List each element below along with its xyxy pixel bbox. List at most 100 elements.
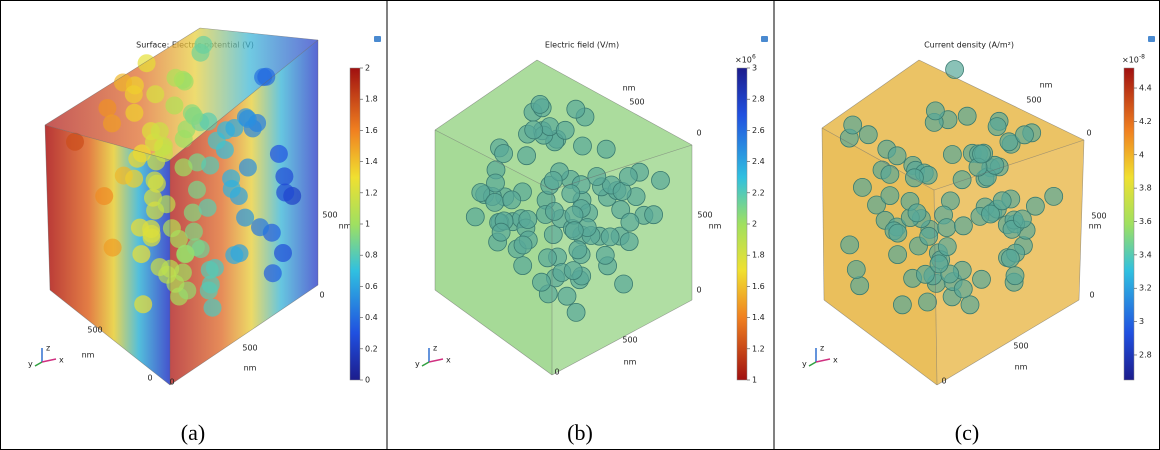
axis-label: nm — [624, 358, 637, 367]
colorbar-tick-label: 3.6 — [1139, 217, 1152, 226]
triad-label: y — [802, 360, 807, 369]
particle — [880, 164, 900, 184]
colorbar-tick-label: 2.2 — [752, 188, 765, 197]
particle — [563, 261, 583, 281]
particle — [203, 298, 222, 317]
axis-label: 500 — [322, 211, 337, 220]
cube-edge — [933, 139, 1085, 191]
particle — [566, 99, 586, 119]
particle — [858, 125, 878, 145]
particle — [257, 67, 276, 86]
particle — [618, 167, 638, 186]
particle — [960, 295, 980, 315]
particle — [517, 146, 537, 166]
particle — [573, 136, 592, 156]
axis-label: 0 — [554, 368, 559, 377]
axis-label: 500 — [1091, 212, 1106, 221]
particle — [176, 244, 195, 263]
triad-axis — [428, 358, 444, 363]
axis-label: nm — [709, 222, 722, 231]
triad-label: x — [59, 356, 64, 365]
panel-caption: (b) — [567, 420, 593, 445]
panel: Electric field (V/m) nm 500 0 500 nm 0 500 nm 0 z y… — [415, 36, 768, 445]
triad-axis — [421, 361, 430, 367]
particle — [465, 207, 485, 227]
cube-edge — [434, 289, 553, 376]
particle — [540, 117, 560, 136]
particle — [600, 227, 620, 247]
particle — [564, 221, 584, 241]
cube-edge — [434, 129, 553, 191]
axis-label: 0 — [319, 291, 324, 300]
particle — [524, 120, 544, 140]
particle — [485, 192, 505, 212]
particle — [568, 240, 588, 260]
particle — [532, 272, 551, 292]
particle — [125, 103, 144, 122]
particle — [619, 232, 639, 252]
particle — [184, 222, 203, 241]
particle — [144, 188, 162, 207]
particle — [888, 223, 908, 243]
particle — [486, 173, 505, 193]
particle — [544, 201, 564, 221]
particle — [644, 205, 664, 225]
particle — [919, 226, 939, 246]
axis-label: nm — [1089, 222, 1102, 231]
particle — [251, 218, 269, 237]
colorbar-tick-label: 1.4 — [365, 157, 378, 166]
particle — [1015, 125, 1034, 145]
axis-label: nm — [82, 351, 95, 360]
particle — [471, 183, 491, 202]
cube-edge — [536, 59, 693, 146]
cube-edge — [823, 299, 938, 386]
particle — [907, 203, 927, 223]
axis-label: 500 — [697, 211, 712, 220]
particle — [502, 190, 522, 210]
particle — [66, 132, 84, 151]
particle — [1012, 209, 1032, 229]
particle — [904, 168, 924, 188]
particle — [103, 238, 122, 257]
particle — [651, 170, 670, 190]
particle — [953, 279, 973, 299]
particle — [1025, 196, 1045, 216]
triad-label: y — [28, 360, 33, 369]
particle — [276, 183, 295, 202]
axis-label: 500 — [87, 326, 102, 335]
panel-title: Current density (A/m²) — [924, 41, 1014, 50]
particle — [174, 129, 193, 148]
particle — [174, 158, 193, 177]
triad-label: y — [415, 360, 420, 369]
particle — [275, 167, 294, 186]
axis-label: 0 — [941, 377, 946, 386]
particle — [972, 144, 991, 164]
particle — [853, 177, 872, 197]
triad-label: x — [446, 356, 451, 365]
colorbar-tick-label: 3.4 — [1139, 250, 1152, 259]
axis-label: nm — [339, 222, 352, 231]
colorbar-multiplier: ×10 — [735, 56, 752, 65]
colorbar-tick-label: 1.2 — [752, 344, 765, 353]
cube-edge — [551, 144, 693, 191]
triad-axis — [808, 361, 817, 367]
particle — [134, 295, 153, 314]
particle — [132, 245, 151, 264]
cube-edge — [821, 127, 825, 301]
particle — [225, 246, 244, 265]
axis-label: 0 — [1086, 129, 1091, 138]
particle — [915, 264, 935, 284]
cube-edge — [44, 124, 51, 291]
particle — [867, 195, 886, 215]
particle — [888, 245, 907, 265]
particle — [843, 115, 863, 135]
colorbar-tick-label: 2.8 — [752, 95, 765, 104]
particle — [1000, 248, 1020, 268]
particle — [142, 220, 161, 238]
particle — [165, 96, 184, 115]
axis-label: 0 — [696, 286, 701, 295]
panel-title: Electric field (V/m) — [545, 41, 619, 50]
particle — [150, 122, 169, 141]
cube-edge — [936, 299, 1080, 386]
particle — [957, 106, 977, 126]
